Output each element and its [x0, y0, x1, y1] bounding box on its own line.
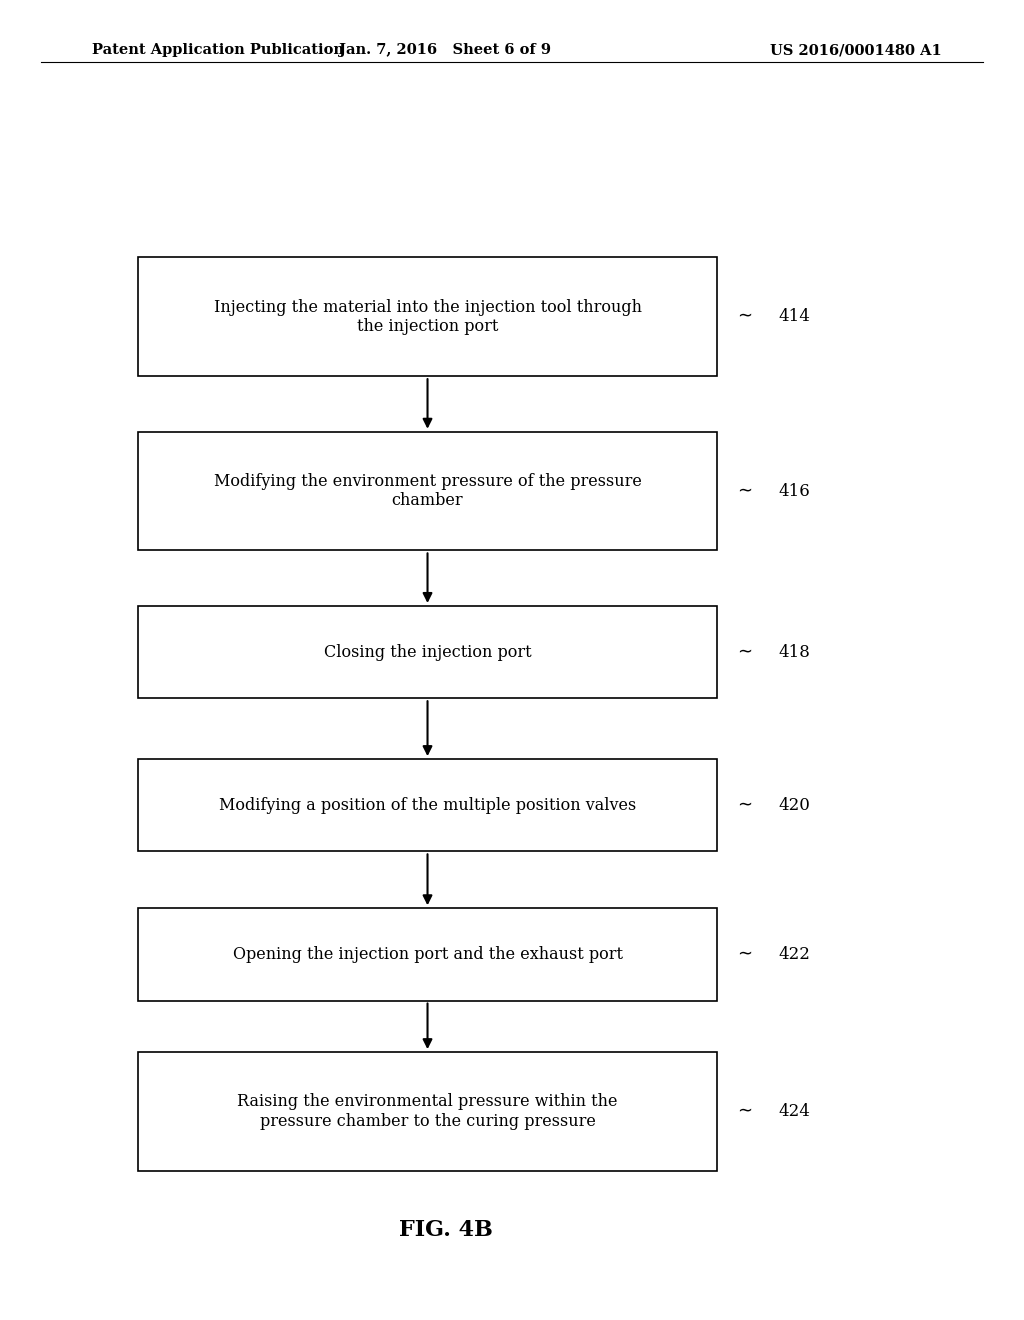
Bar	[138, 432, 717, 550]
Text: Jan. 7, 2016   Sheet 6 of 9: Jan. 7, 2016 Sheet 6 of 9	[339, 44, 552, 57]
Bar	[138, 257, 717, 376]
Text: US 2016/0001480 A1: US 2016/0001480 A1	[770, 44, 942, 57]
Text: Raising the environmental pressure within the
pressure chamber to the curing pre: Raising the environmental pressure withi…	[238, 1093, 617, 1130]
Text: Closing the injection port: Closing the injection port	[324, 644, 531, 660]
Bar	[138, 606, 717, 698]
Bar	[138, 759, 717, 851]
Bar	[138, 1052, 717, 1171]
Text: ∼: ∼	[737, 796, 753, 814]
Text: 416: 416	[778, 483, 810, 499]
Text: ∼: ∼	[737, 945, 753, 964]
Text: Opening the injection port and the exhaust port: Opening the injection port and the exhau…	[232, 946, 623, 962]
Text: ∼: ∼	[737, 1102, 753, 1121]
Text: Modifying the environment pressure of the pressure
chamber: Modifying the environment pressure of th…	[214, 473, 641, 510]
Text: ∼: ∼	[737, 308, 753, 326]
Bar	[138, 908, 717, 1001]
Text: Patent Application Publication: Patent Application Publication	[92, 44, 344, 57]
Text: FIG. 4B: FIG. 4B	[398, 1220, 493, 1241]
Text: 420: 420	[778, 797, 810, 813]
Text: 414: 414	[778, 309, 810, 325]
Text: 422: 422	[778, 946, 810, 962]
Text: ∼: ∼	[737, 482, 753, 500]
Text: 424: 424	[778, 1104, 810, 1119]
Text: ∼: ∼	[737, 643, 753, 661]
Text: Injecting the material into the injection tool through
the injection port: Injecting the material into the injectio…	[214, 298, 641, 335]
Text: 418: 418	[778, 644, 810, 660]
Text: Modifying a position of the multiple position valves: Modifying a position of the multiple pos…	[219, 797, 636, 813]
